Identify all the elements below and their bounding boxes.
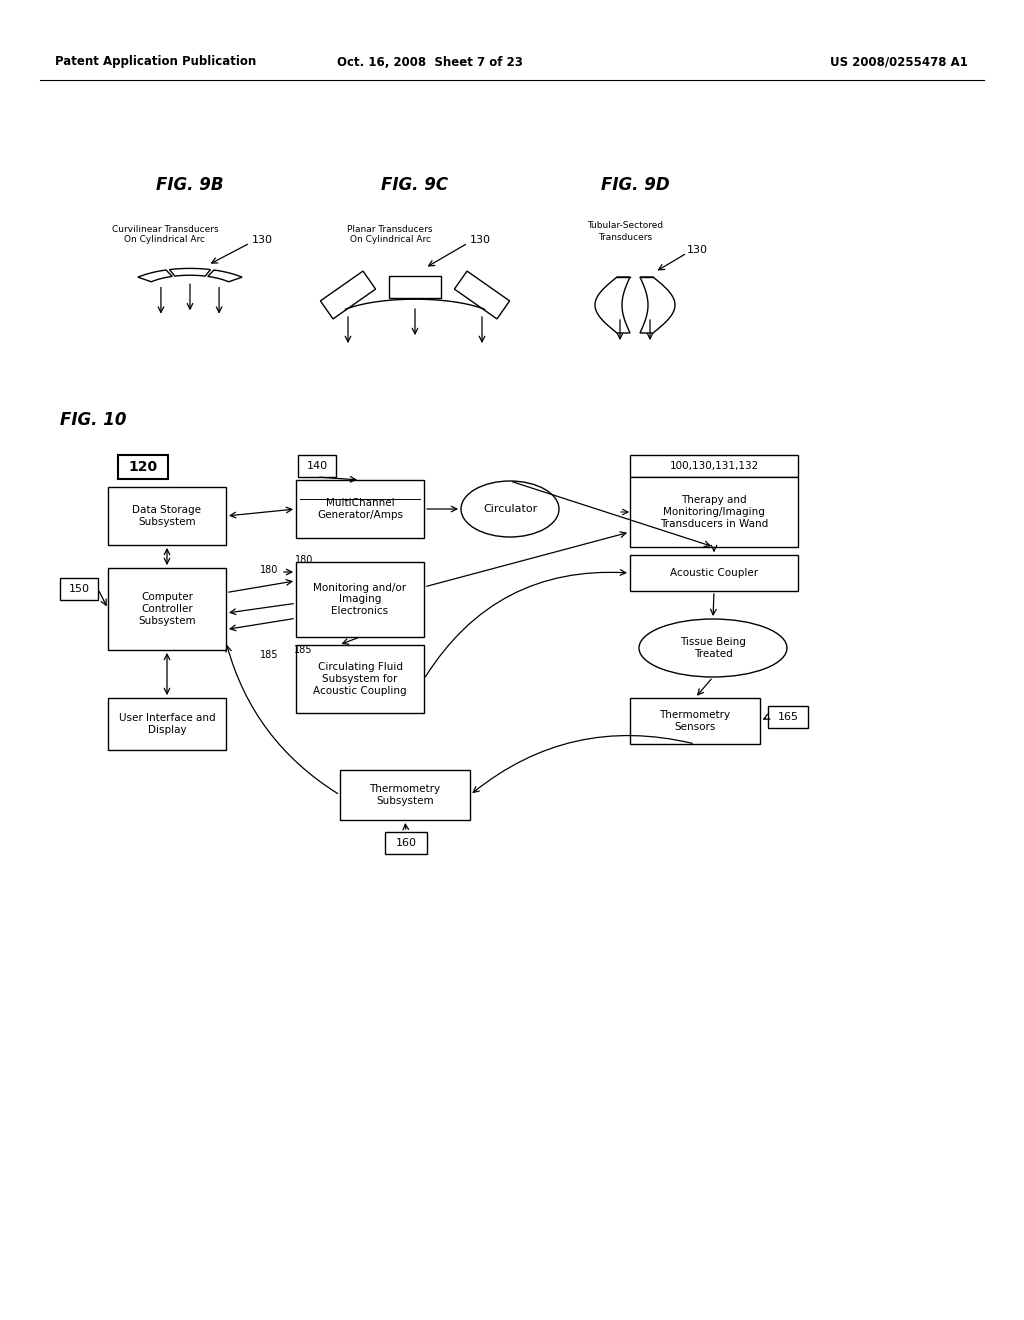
FancyBboxPatch shape [768, 706, 808, 729]
FancyBboxPatch shape [118, 455, 168, 479]
Text: On Cylindrical Arc: On Cylindrical Arc [125, 235, 206, 244]
Text: 120: 120 [128, 459, 158, 474]
FancyBboxPatch shape [630, 455, 798, 477]
Text: Patent Application Publication: Patent Application Publication [55, 55, 256, 69]
FancyBboxPatch shape [340, 770, 470, 820]
Text: 185: 185 [259, 649, 278, 660]
FancyBboxPatch shape [60, 578, 98, 601]
Text: 160: 160 [395, 838, 417, 847]
FancyBboxPatch shape [108, 698, 226, 750]
Text: Monitoring and/or
Imaging
Electronics: Monitoring and/or Imaging Electronics [313, 583, 407, 616]
Text: Curvilinear Transducers: Curvilinear Transducers [112, 224, 218, 234]
Text: MultiChannel
Generator/Amps: MultiChannel Generator/Amps [317, 498, 403, 520]
Text: Planar Transducers: Planar Transducers [347, 224, 433, 234]
Text: 180: 180 [260, 565, 278, 576]
FancyBboxPatch shape [296, 645, 424, 713]
FancyBboxPatch shape [298, 455, 336, 477]
Text: Acoustic Coupler: Acoustic Coupler [670, 568, 758, 578]
Text: 150: 150 [69, 583, 89, 594]
Text: On Cylindrical Arc: On Cylindrical Arc [349, 235, 430, 244]
Text: Therapy and
Monitoring/Imaging
Transducers in Wand: Therapy and Monitoring/Imaging Transduce… [659, 495, 768, 528]
Text: Tissue Being
Treated: Tissue Being Treated [680, 638, 745, 659]
Text: Transducers: Transducers [598, 232, 652, 242]
Text: FIG. 10: FIG. 10 [60, 411, 127, 429]
FancyBboxPatch shape [385, 832, 427, 854]
Text: 100,130,131,132: 100,130,131,132 [670, 461, 759, 471]
FancyBboxPatch shape [296, 480, 424, 539]
Text: US 2008/0255478 A1: US 2008/0255478 A1 [830, 55, 968, 69]
Text: Circulator: Circulator [483, 504, 538, 513]
Text: Oct. 16, 2008  Sheet 7 of 23: Oct. 16, 2008 Sheet 7 of 23 [337, 55, 523, 69]
Text: 165: 165 [777, 711, 799, 722]
Text: User Interface and
Display: User Interface and Display [119, 713, 215, 735]
Text: 130: 130 [252, 235, 273, 246]
Text: FIG. 9B: FIG. 9B [157, 176, 224, 194]
Text: FIG. 9D: FIG. 9D [601, 176, 670, 194]
FancyBboxPatch shape [630, 477, 798, 546]
Text: Thermometry
Subsystem: Thermometry Subsystem [370, 784, 440, 805]
Text: 180: 180 [295, 554, 313, 565]
Text: 185: 185 [294, 645, 312, 655]
Text: 130: 130 [687, 246, 708, 255]
Text: Thermometry
Sensors: Thermometry Sensors [659, 710, 730, 731]
Text: 140: 140 [306, 461, 328, 471]
FancyBboxPatch shape [108, 568, 226, 649]
FancyBboxPatch shape [296, 562, 424, 638]
FancyBboxPatch shape [108, 487, 226, 545]
FancyBboxPatch shape [630, 554, 798, 591]
Text: Tubular-Sectored: Tubular-Sectored [587, 222, 664, 231]
Text: 130: 130 [470, 235, 490, 246]
Text: Data Storage
Subsystem: Data Storage Subsystem [132, 506, 202, 527]
Text: Computer
Controller
Subsystem: Computer Controller Subsystem [138, 593, 196, 626]
Text: FIG. 9C: FIG. 9C [381, 176, 449, 194]
Text: Circulating Fluid
Subsystem for
Acoustic Coupling: Circulating Fluid Subsystem for Acoustic… [313, 663, 407, 696]
FancyBboxPatch shape [630, 698, 760, 744]
